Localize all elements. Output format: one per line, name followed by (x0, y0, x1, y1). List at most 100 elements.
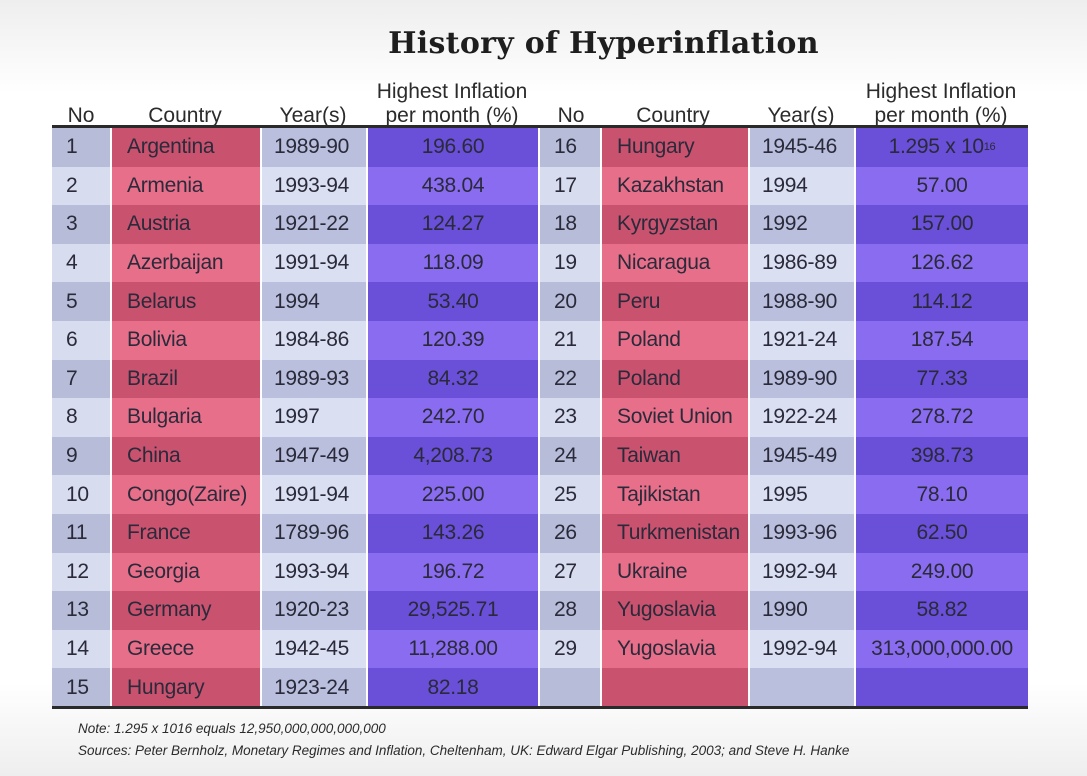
years-text: 1991-94 (274, 482, 349, 506)
years-text: 1789-96 (274, 521, 349, 545)
header-years-right: Year(s) (767, 104, 835, 127)
right-no-cell: 27 (540, 552, 600, 592)
country-text: Bulgaria (127, 405, 202, 429)
right-no-cell: 16 (540, 128, 600, 167)
header-no-left: No (67, 104, 95, 127)
left-value-cell: 118.09 (368, 243, 538, 283)
value-text: 120.39 (421, 328, 485, 352)
years-text: 1993-94 (274, 559, 349, 583)
header-inflation-line2: per month (%) (874, 104, 1008, 127)
right-years-cell: 1945-46 (750, 128, 854, 167)
left-value-cell: 225.00 (368, 475, 538, 514)
left-years-cell: 1947-49 (262, 436, 366, 476)
right-no-cell: 28 (540, 591, 600, 630)
left-value-cell: 82.18 (368, 668, 538, 707)
years-text: 1923-24 (274, 675, 349, 699)
no-text: 2 (66, 173, 78, 197)
value-text: 1.295 x 10 (888, 135, 984, 159)
years-text: 1984-86 (274, 328, 349, 352)
value-text: 225.00 (421, 482, 485, 506)
left-years-cell: 1789-96 (262, 513, 366, 553)
right-value-cell: 398.73 (856, 436, 1028, 476)
no-text: 1 (66, 135, 78, 159)
sources-text: Sources: Peter Bernholz, Monetary Regime… (78, 743, 850, 758)
right-years-cell: 1992-94 (750, 629, 854, 669)
right-no-cell: 24 (540, 436, 600, 476)
right-years-cell: 1922-24 (750, 398, 854, 437)
right-value-cell: 1.295 x 10 16 (856, 128, 1028, 167)
value-text: 57.00 (916, 173, 968, 197)
right-years-cell: 1989-90 (750, 359, 854, 399)
years-text: 1922-24 (762, 405, 837, 429)
value-text: 29,525.71 (407, 598, 499, 622)
right-country-cell: Soviet Union (602, 398, 748, 437)
country-text: Azerbaijan (127, 251, 224, 275)
right-years-cell: 1986-89 (750, 243, 854, 283)
right-no-cell: 23 (540, 398, 600, 437)
no-text: 4 (66, 251, 78, 275)
left-years-cell: 1997 (262, 398, 366, 437)
country-text: Brazil (127, 366, 178, 390)
left-country-cell: Greece (112, 629, 260, 669)
page-title: History of Hyperinflation (388, 26, 819, 61)
table-row: 2 Armenia 1993-94 438.04 17 Kazakhstan 1994 57.… (52, 166, 1028, 206)
no-text: 16 (554, 135, 577, 159)
value-text: 242.70 (421, 405, 485, 429)
right-country-cell: Peru (602, 282, 748, 321)
table-row: 6 Bolivia 1984-86 120.39 21 Poland 1921-24 187.… (52, 320, 1028, 360)
note-text: Note: 1.295 x 1016 equals 12,950,000,000… (78, 721, 386, 736)
left-value-cell: 84.32 (368, 359, 538, 399)
no-text: 12 (66, 559, 89, 583)
value-text: 438.04 (421, 173, 485, 197)
value-text: 278.72 (910, 405, 974, 429)
right-value-cell: 77.33 (856, 359, 1028, 399)
left-value-cell: 4,208.73 (368, 436, 538, 476)
years-text: 1988-90 (762, 289, 837, 313)
no-text: 29 (554, 637, 577, 661)
value-text: 124.27 (421, 212, 485, 236)
years-text: 1945-46 (762, 135, 837, 159)
header-inflation-line1: Highest Inflation (376, 80, 528, 103)
country-text: Yugoslavia (617, 598, 716, 622)
country-text: Hungary (617, 135, 695, 159)
left-no-cell: 10 (52, 475, 110, 514)
country-text: Belarus (127, 289, 197, 313)
table-row: 15 Hungary 1923-24 82.18 (52, 668, 1028, 707)
left-country-cell: Germany (112, 591, 260, 630)
value-text: 82.18 (427, 675, 479, 699)
value-text: 118.09 (422, 251, 484, 275)
country-text: Germany (127, 598, 212, 622)
right-value-cell (856, 668, 1028, 707)
right-value-cell: 58.82 (856, 591, 1028, 630)
right-value-cell: 313,000,000.00 (856, 629, 1028, 669)
years-text: 1997 (274, 405, 320, 429)
right-country-cell (602, 668, 748, 707)
years-text: 1995 (762, 482, 808, 506)
years-text: 1990 (762, 598, 808, 622)
right-country-cell: Yugoslavia (602, 629, 748, 669)
no-text: 27 (554, 559, 577, 583)
right-no-cell: 25 (540, 475, 600, 514)
left-years-cell: 1942-45 (262, 629, 366, 669)
years-text: 1920-23 (274, 598, 349, 622)
value-text: 249.00 (910, 559, 974, 583)
no-text: 21 (554, 328, 577, 352)
left-no-cell: 7 (52, 359, 110, 399)
bottom-rule (52, 706, 1028, 709)
left-country-cell: Azerbaijan (112, 243, 260, 283)
right-no-cell: 18 (540, 205, 600, 244)
country-text: China (127, 444, 181, 468)
table-header: No Country Year(s) Highest Inflation per… (52, 80, 1028, 128)
left-value-cell: 196.72 (368, 552, 538, 592)
left-country-cell: Bulgaria (112, 398, 260, 437)
country-text: Poland (617, 328, 681, 352)
country-text: Greece (127, 637, 195, 661)
country-text: France (127, 521, 191, 545)
country-text: Kyrgyzstan (617, 212, 718, 236)
years-text: 1945-49 (762, 444, 837, 468)
no-text: 11 (66, 521, 88, 545)
left-no-cell: 9 (52, 436, 110, 476)
right-years-cell: 1994 (750, 166, 854, 206)
country-text: Armenia (127, 173, 204, 197)
no-text: 22 (554, 366, 577, 390)
